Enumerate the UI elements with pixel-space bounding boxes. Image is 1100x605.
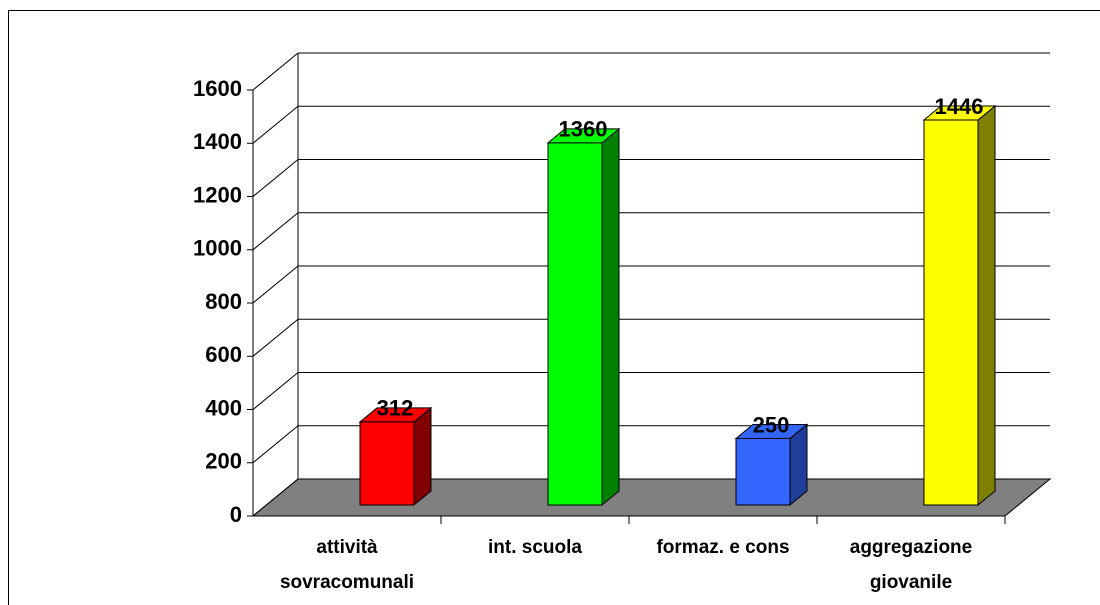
y-tick-label: 1000 — [193, 236, 242, 261]
grid-diagonal — [252, 318, 299, 357]
data-label: 1360 — [559, 117, 608, 142]
y-tick-label: 0 — [230, 502, 242, 527]
bar-side — [413, 406, 432, 507]
y-tick-label: 1600 — [193, 76, 242, 101]
y-tick-label: 800 — [205, 289, 242, 314]
grid-diagonal — [252, 212, 299, 251]
x-tick-label: aggregazione — [850, 537, 972, 558]
data-label: 312 — [377, 396, 414, 421]
grid-diagonal — [252, 52, 299, 91]
x-tick-label: giovanile — [870, 572, 952, 593]
bar-side — [601, 127, 620, 507]
grid-diagonal — [252, 478, 299, 517]
bar — [735, 437, 791, 506]
x-tick-label: sovracomunali — [280, 572, 414, 593]
bar — [923, 119, 979, 506]
grid-diagonal — [252, 159, 299, 197]
y-tick-label: 1400 — [193, 129, 242, 154]
y-tick-label: 1200 — [193, 182, 242, 207]
bar — [547, 142, 603, 506]
x-tick-label: int. scuola — [488, 537, 582, 558]
y-tick-label: 600 — [205, 342, 242, 367]
x-tick-label: attività — [316, 537, 378, 558]
chart-border — [8, 10, 1100, 605]
data-label: 250 — [753, 412, 790, 437]
data-label: 1446 — [935, 94, 984, 119]
grid-diagonal — [252, 425, 299, 464]
grid-diagonal — [252, 105, 299, 144]
y-tick-label: 200 — [205, 449, 242, 474]
grid-diagonal — [252, 265, 299, 304]
bar-side — [977, 104, 996, 507]
x-tick-label: formaz. e cons — [656, 537, 789, 558]
bar — [359, 421, 415, 506]
y-tick-label: 400 — [205, 395, 242, 420]
grid-diagonal — [252, 372, 299, 410]
